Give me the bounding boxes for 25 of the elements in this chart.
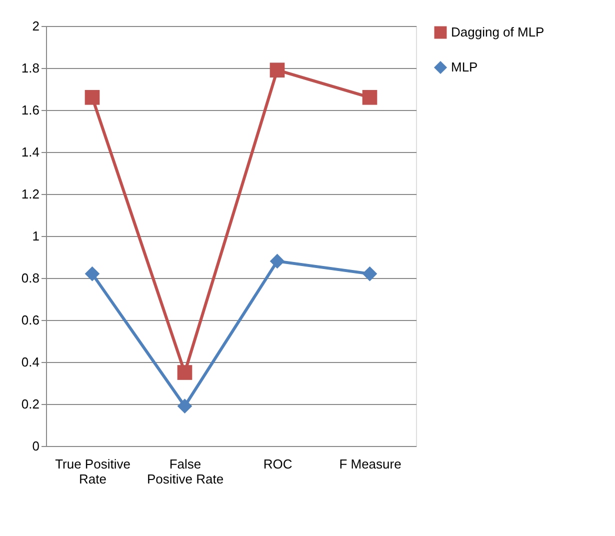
- y-tick-label: 1.6: [21, 102, 40, 118]
- y-tick-label: 0: [32, 438, 40, 454]
- x-tick-label: False Positive Rate: [146, 456, 224, 486]
- y-tick-label: 0.2: [21, 396, 40, 412]
- y-tick-label: 1: [32, 228, 40, 244]
- point: [362, 90, 378, 105]
- point: [177, 365, 192, 380]
- point: [270, 62, 285, 78]
- x-tick-label: F Measure: [339, 456, 402, 472]
- point: [84, 90, 100, 105]
- point: [362, 266, 378, 282]
- y-tick-label: 1.8: [21, 60, 40, 76]
- point: [270, 254, 285, 269]
- y-tick-label: 0.6: [21, 312, 40, 328]
- y-tick-label: 1.4: [21, 144, 40, 160]
- x-tick-label: ROC: [263, 456, 292, 472]
- y-tick-label: 0.8: [21, 270, 40, 286]
- point: [84, 266, 100, 282]
- y-tick-label: 0.4: [21, 354, 40, 370]
- legend-label: Dagging of MLP: [451, 24, 544, 40]
- y-tick-label: 1.2: [21, 186, 40, 202]
- y-tick-label: 2: [32, 18, 40, 34]
- legend-label: MLP: [451, 60, 478, 74]
- x-tick-label: True Positive Rate: [55, 456, 130, 486]
- point: [177, 398, 192, 414]
